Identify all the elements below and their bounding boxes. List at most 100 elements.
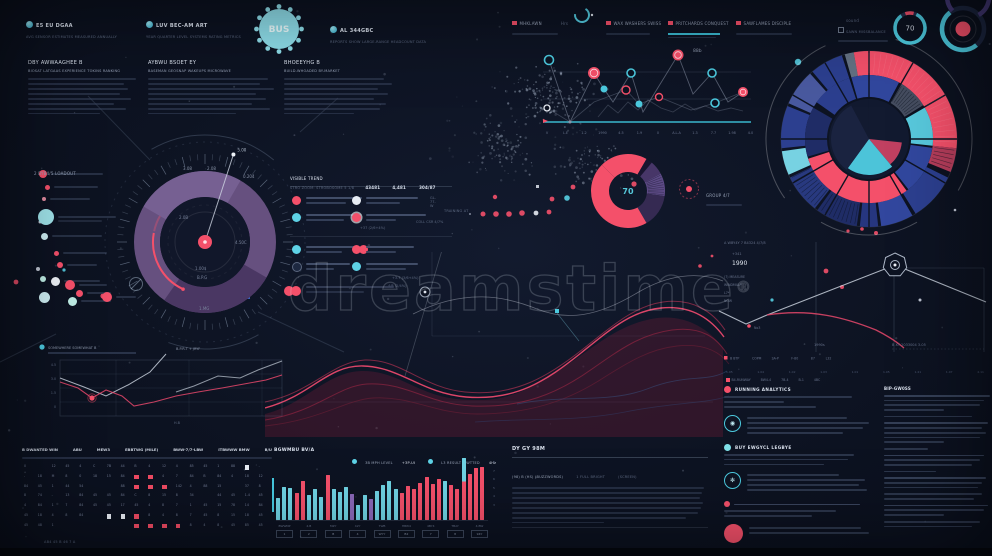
svg-text:WINDMILL*: WINDMILL* (724, 283, 742, 287)
header-legend-3: PRITCHARDS CONQUEST (668, 10, 729, 42)
chart-legend-row: B4-RUNWAY BW4-4 7B-4 B-1 4BC (726, 378, 984, 382)
svg-text:L32: L32 (826, 357, 832, 361)
bubble-dot (50, 276, 60, 286)
svg-text:SA-P: SA-P (772, 357, 779, 361)
legend-line (366, 197, 418, 199)
bubble-dot (65, 280, 75, 290)
bubble-label-line (50, 198, 90, 200)
bar (300, 481, 305, 520)
text-line (884, 482, 982, 484)
legend-dot-icon (291, 286, 301, 296)
text-line (284, 82, 392, 85)
group-box: 2 (300, 530, 318, 538)
text-line (749, 532, 869, 534)
bar-group-label: MZY B (324, 524, 342, 538)
svg-text:4.0: 4.0 (748, 131, 753, 135)
svg-text:1.2: 1.2 (581, 131, 586, 135)
table-cell: 17 (120, 503, 125, 508)
text-line (148, 112, 236, 115)
analytics-block (724, 524, 874, 544)
legend-dot-icon (284, 286, 294, 296)
svg-text:1.3: 1.3 (692, 131, 697, 135)
text-line (724, 396, 852, 398)
column-title: BHOEEYHG B (284, 60, 321, 66)
bar-baseline (276, 520, 488, 521)
text-line (747, 474, 839, 477)
analytics-block: ✻ (724, 472, 874, 494)
trend-num: 4,481 (392, 185, 406, 190)
legend-item: BW4-4 (760, 378, 772, 382)
table-cell: 45 (37, 483, 42, 488)
group-label: TBAY (451, 524, 459, 528)
bar-legend-2: L3 RESULT WWTTED 4Hz (428, 449, 496, 468)
table-header-cell: ABU (72, 447, 82, 452)
crescent-icon (574, 7, 594, 23)
bar (344, 487, 349, 520)
sound-checkbox-item[interactable]: SAWN MISSBALANCE (838, 18, 888, 45)
bar (399, 493, 404, 520)
legend-item: B4-RUNWAY (726, 378, 751, 382)
badge-icon: ✻ (724, 472, 741, 490)
svg-text:B XY 2033004 3-05: B XY 2033004 3-05 (892, 343, 926, 347)
svg-text:SOMEWHERE SOMEWHAT B: SOMEWHERE SOMEWHAT B (48, 346, 97, 350)
trend-line-chart: A WBY4Y 7 B4324 4/7/8 +341 1990 (7) MEASURE… (718, 241, 987, 361)
report-group (884, 422, 988, 443)
table-cell: 84 (79, 493, 84, 498)
table-cell: 88 (231, 464, 236, 468)
axis-tick: 1.07 (945, 370, 953, 374)
table-cell: 44 (65, 483, 70, 488)
bar-x-axis-groups: BWWNP 1 4.B 2 MZY B 42Y 4 7WB WYY HBW4 B2 4BY4 7 TBAY 8… (276, 524, 488, 538)
bar (474, 468, 478, 520)
svg-text:2.08: 2.08 (207, 166, 216, 171)
text-line (884, 486, 978, 489)
legend-value: 4Hz (488, 461, 497, 465)
checkbox-label: SAWN MISSBALANCE (846, 30, 886, 34)
block-header (724, 501, 874, 508)
text-line (512, 487, 704, 489)
bubble-label-line (51, 235, 102, 237)
text-line (884, 447, 928, 450)
legend-line (366, 219, 396, 221)
axis-tick: 3 (493, 502, 495, 507)
svg-text:B BTP: B BTP (730, 357, 739, 361)
bubble-label-line (58, 216, 116, 218)
svg-text:5.00: 5.00 (237, 148, 246, 153)
axis-tick: 1.03 (820, 370, 827, 374)
legend-line (306, 202, 346, 204)
text-line (724, 510, 836, 513)
text-line (724, 463, 824, 466)
axis-tick: 1.01 (851, 370, 859, 374)
legend-label: MHKLAWN (519, 21, 542, 26)
analytics-block: ◉ (724, 414, 874, 437)
svg-text:70: 70 (622, 187, 634, 196)
column-title: BIP-GW0SS (884, 386, 911, 391)
bar (424, 477, 429, 520)
legend-dot-icon (292, 245, 301, 254)
radial-gauge-chart: 5.00 3.08 2.08 0.204 2.0B 4.50C 1.00$ B.P.G 1.MG (104, 134, 306, 350)
table-cell: 84 (24, 483, 29, 488)
bar-group-label: 4BY4 7 (422, 524, 440, 538)
group-box: B2 (397, 530, 415, 538)
bar-chart-title: BGWMBU BV/A (274, 448, 315, 453)
bar-y-axis: 8 7 6 5 4 3 (493, 460, 495, 507)
table-cell: 54 (79, 483, 84, 488)
header-subtitle: REPORTS SHOW LARGE-RANGE HEADCOUNT DATA (330, 40, 427, 44)
table-cell: 4 (189, 483, 192, 488)
legend-note: +37 (2/6+4%) (360, 226, 386, 230)
report-group (884, 504, 988, 516)
scroll-indicator[interactable] (272, 478, 274, 512)
svg-text:87: 87 (811, 357, 815, 361)
text-line (284, 107, 380, 110)
text-line (512, 516, 686, 519)
table-cell: 15 (231, 513, 236, 517)
table-cell: B (203, 473, 206, 478)
text-line (884, 404, 980, 407)
table-cell: 84 (258, 503, 263, 508)
checkbox-icon[interactable] (838, 27, 844, 33)
svg-text:1.98: 1.98 (728, 131, 736, 135)
table-cell: 1 (51, 483, 54, 488)
header-legend-4: SAWFLAMES DISCIPLE (736, 10, 792, 38)
bubble-title-text: 2 BYB4/5 LOADOUT (34, 171, 76, 176)
bar (449, 485, 454, 520)
axis-tick: 4 (493, 494, 495, 498)
